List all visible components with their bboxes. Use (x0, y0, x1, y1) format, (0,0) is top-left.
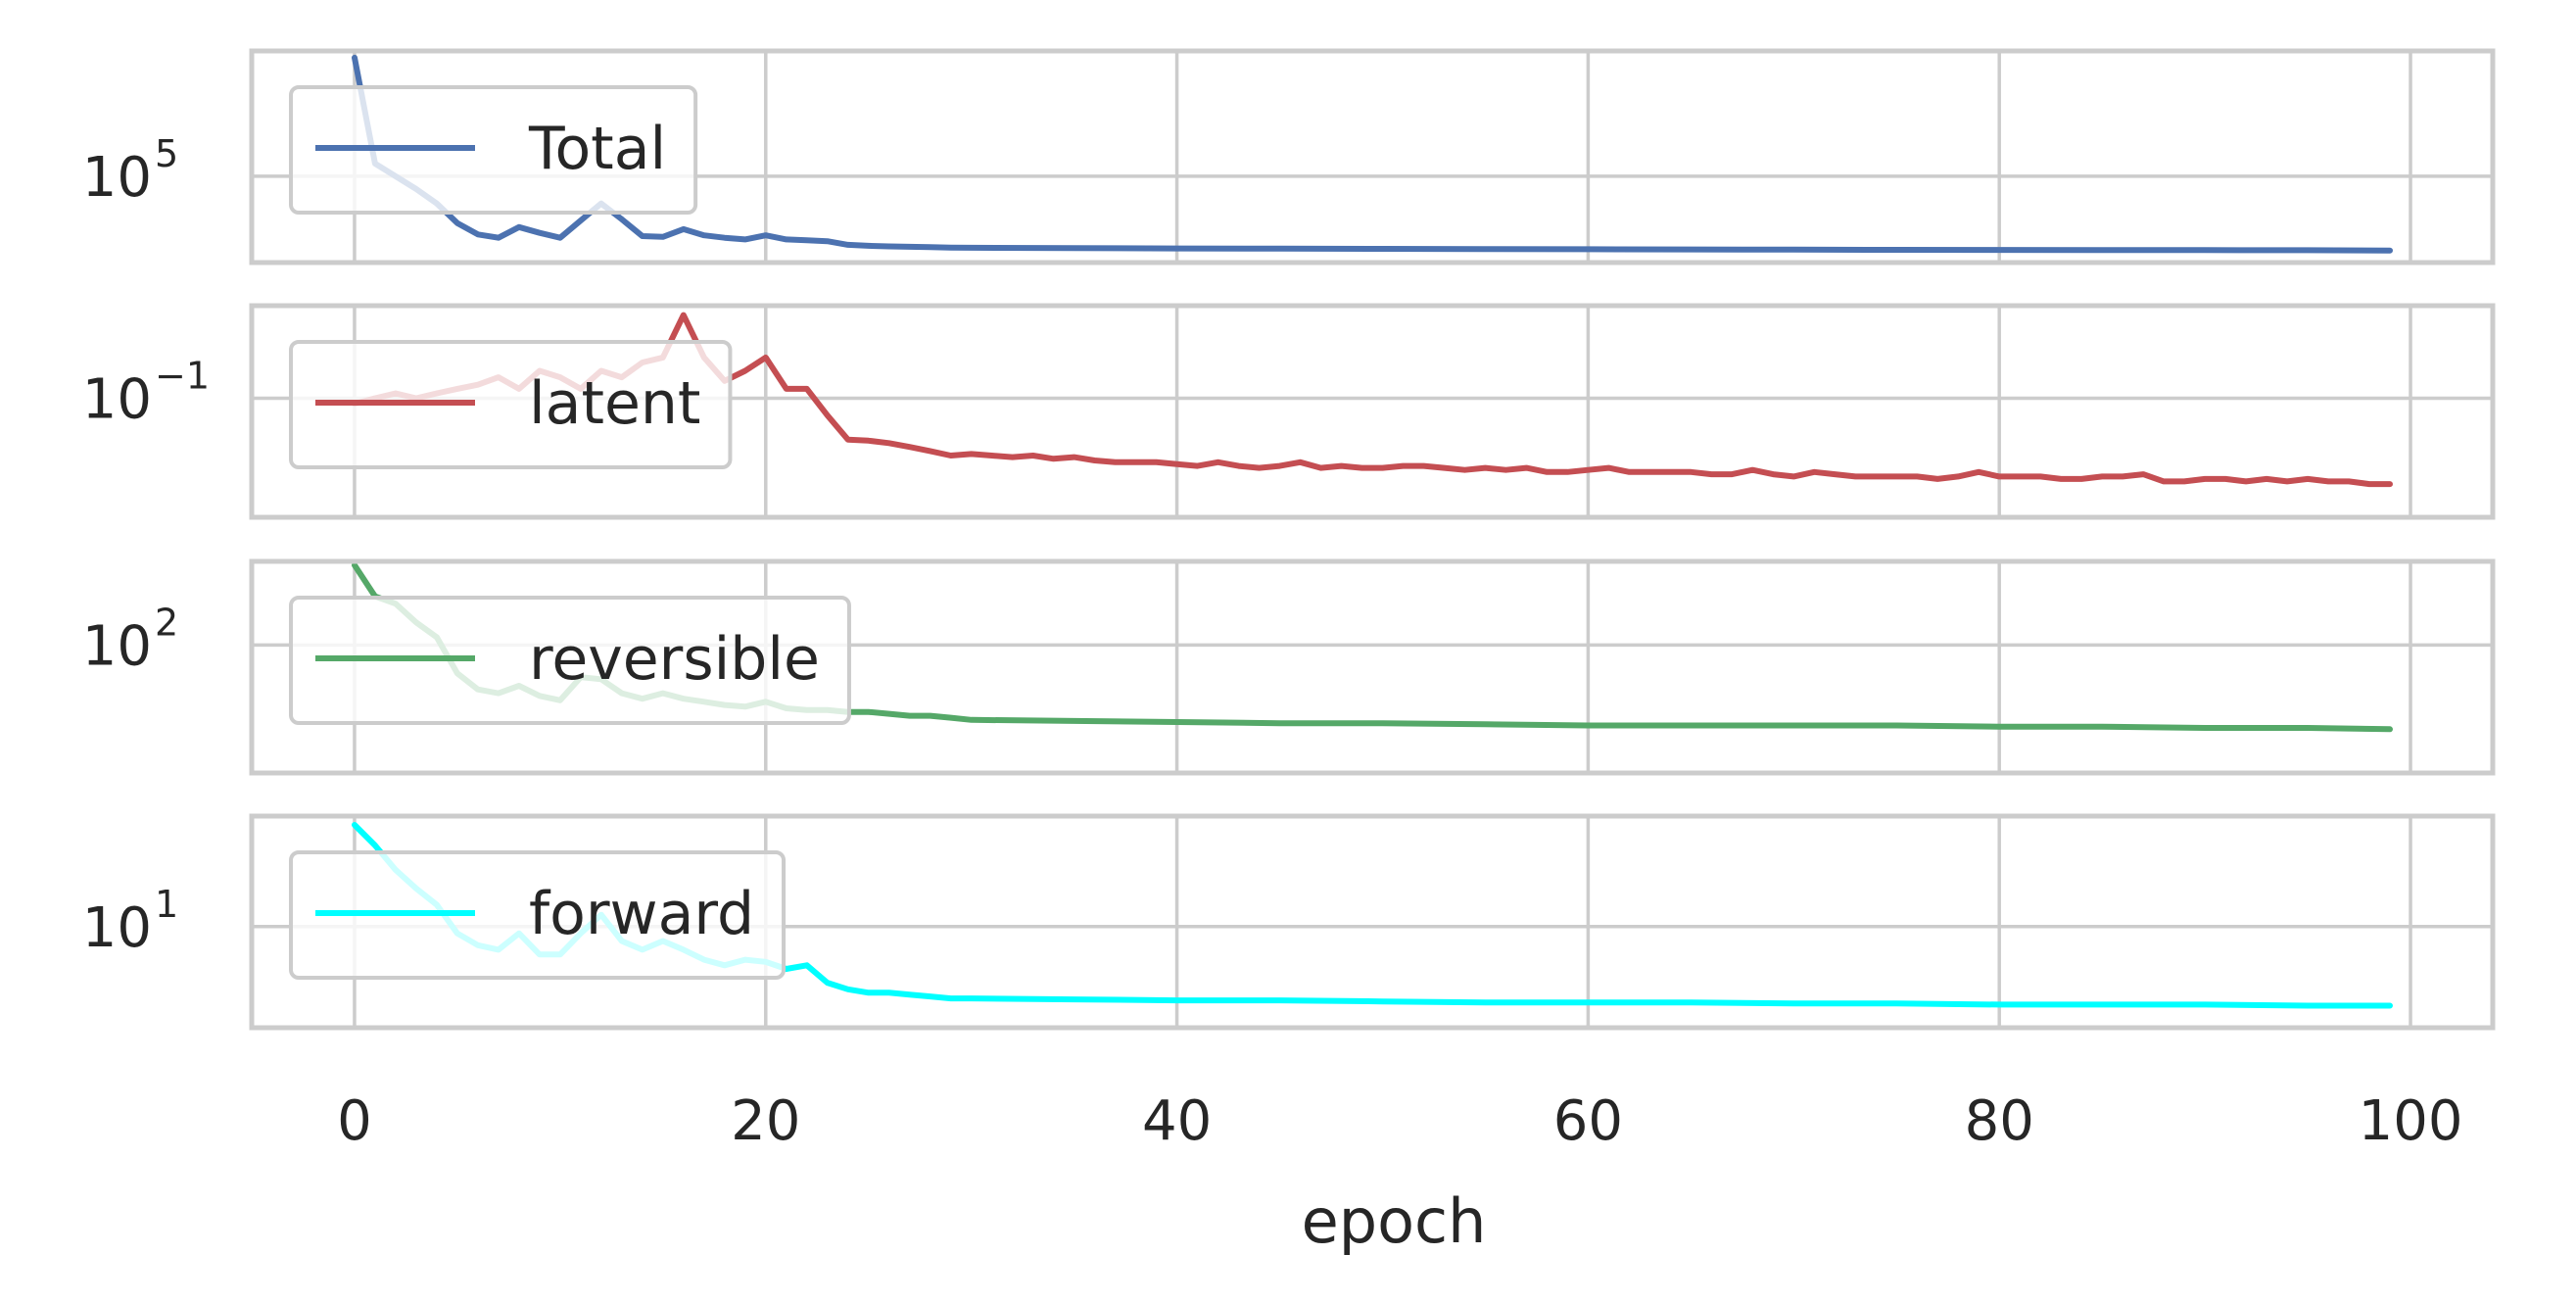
x-tick-label: 100 (2359, 1089, 2463, 1153)
panel-latent: 10 −1 latent (82, 303, 2496, 520)
panel-frame (249, 303, 2496, 520)
y-tick-exponent: 1 (155, 883, 178, 926)
series-line-latent (352, 312, 2393, 488)
panel-frame (249, 48, 2496, 265)
y-tick-label: 10 (82, 896, 152, 960)
x-tick-label: 60 (1553, 1089, 1623, 1153)
legend-label: Total (528, 115, 666, 183)
y-tick-label: 10 (82, 368, 152, 432)
legend-label: forward (529, 880, 754, 948)
legend: reversible (289, 596, 851, 725)
y-tick-exponent: 5 (155, 132, 178, 175)
x-axis-label: epoch (1302, 1185, 1487, 1257)
legend: latent (289, 340, 733, 469)
panel-frame (249, 558, 2496, 776)
legend-box (289, 596, 851, 725)
y-tick-exponent: 2 (155, 601, 178, 644)
x-tick-label: 40 (1142, 1089, 1212, 1153)
legend: Total (289, 85, 698, 215)
legend-box (289, 340, 733, 469)
series-line-total (352, 54, 2393, 254)
y-tick-label: 10 (82, 146, 152, 210)
legend-box (289, 85, 698, 215)
legend: forward (289, 850, 787, 980)
legend-label: latent (529, 369, 700, 438)
legend-box (289, 850, 787, 980)
panel-total: 10 5 Total (82, 48, 2496, 265)
x-tick-label: 80 (1965, 1089, 2034, 1153)
panel-reversible: 10 2 reversible (82, 558, 2496, 776)
y-tick-label: 10 (82, 614, 152, 678)
panel-frame (249, 813, 2496, 1031)
y-tick-exponent: −1 (155, 355, 210, 398)
panel-forward: 10 1 forward (82, 813, 2496, 1031)
x-tick-label: 0 (337, 1089, 372, 1153)
legend-label: reversible (529, 625, 820, 694)
x-tick-label: 20 (731, 1089, 800, 1153)
